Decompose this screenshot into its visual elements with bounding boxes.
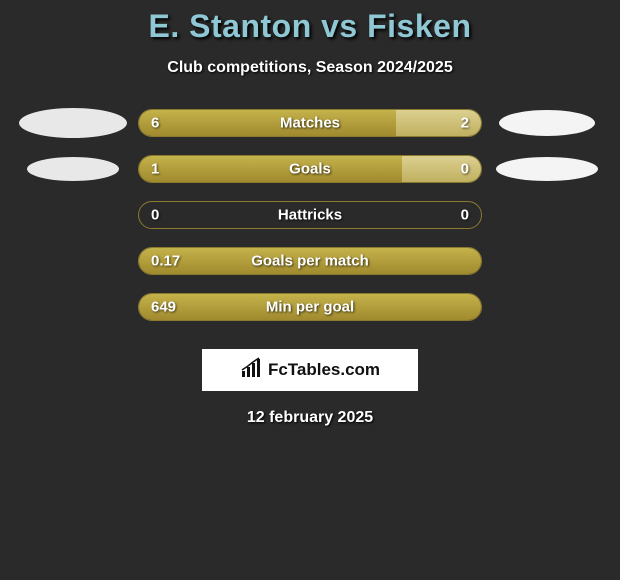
stat-right-value: 2 [461, 115, 469, 132]
stat-right-value: 0 [461, 161, 469, 178]
stat-right-value: 0 [461, 207, 469, 224]
left-side [8, 157, 138, 181]
page-title: E. Stanton vs Fisken [0, 8, 620, 45]
stat-label: Goals per match [251, 253, 369, 270]
bar-left-fill [139, 110, 396, 136]
player-ellipse-left [19, 108, 127, 138]
stat-left-value: 649 [151, 299, 176, 316]
brand-text: FcTables.com [268, 360, 380, 380]
player-ellipse-right [496, 157, 598, 181]
stat-row: 1 Goals 0 [0, 155, 620, 183]
right-side [482, 110, 612, 136]
stat-row: 0 Hattricks 0 [0, 201, 620, 229]
stat-row: 649 Min per goal [0, 293, 620, 321]
left-side [8, 108, 138, 138]
brand-chart-icon [240, 357, 266, 384]
stat-row: 6 Matches 2 [0, 109, 620, 137]
stats-rows: 6 Matches 2 1 Goals 0 [0, 109, 620, 321]
stat-label: Hattricks [278, 207, 342, 224]
stat-bar: 1 Goals 0 [138, 155, 482, 183]
stat-label: Matches [280, 115, 340, 132]
stat-row: 0.17 Goals per match [0, 247, 620, 275]
stat-label: Min per goal [266, 299, 354, 316]
bar-left-fill [139, 156, 402, 182]
page-subtitle: Club competitions, Season 2024/2025 [0, 59, 620, 77]
stat-bar: 6 Matches 2 [138, 109, 482, 137]
stat-label: Goals [289, 161, 331, 178]
brand-box: FcTables.com [202, 349, 418, 391]
stat-left-value: 6 [151, 115, 159, 132]
stat-bar: 649 Min per goal [138, 293, 482, 321]
player-ellipse-left [27, 157, 119, 181]
stat-left-value: 0 [151, 207, 159, 224]
stat-bar: 0.17 Goals per match [138, 247, 482, 275]
player-ellipse-right [499, 110, 595, 136]
footer-date: 12 february 2025 [0, 409, 620, 427]
stat-bar: 0 Hattricks 0 [138, 201, 482, 229]
bar-right-fill [402, 156, 481, 182]
stat-left-value: 0.17 [151, 253, 180, 270]
right-side [482, 157, 612, 181]
stat-left-value: 1 [151, 161, 159, 178]
